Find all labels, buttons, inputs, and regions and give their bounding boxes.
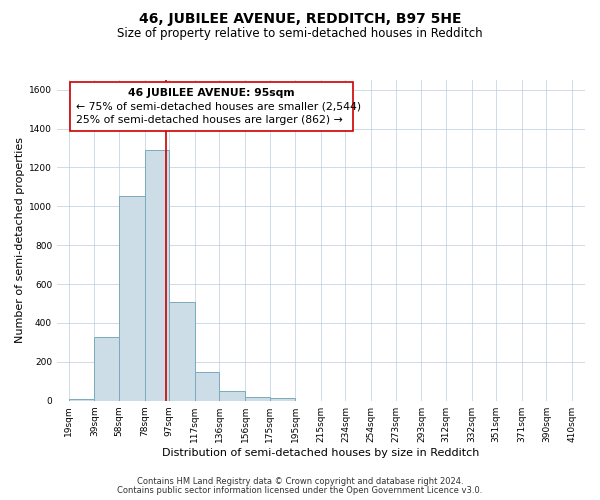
Bar [145,150,169,401]
Bar [269,398,295,400]
FancyBboxPatch shape [70,82,353,130]
Text: Contains HM Land Registry data © Crown copyright and database right 2024.: Contains HM Land Registry data © Crown c… [137,477,463,486]
Text: Size of property relative to semi-detached houses in Redditch: Size of property relative to semi-detach… [117,28,483,40]
Text: ← 75% of semi-detached houses are smaller (2,544): ← 75% of semi-detached houses are smalle… [76,101,361,111]
Text: 46, JUBILEE AVENUE, REDDITCH, B97 5HE: 46, JUBILEE AVENUE, REDDITCH, B97 5HE [139,12,461,26]
X-axis label: Distribution of semi-detached houses by size in Redditch: Distribution of semi-detached houses by … [163,448,480,458]
Bar [219,391,245,400]
Y-axis label: Number of semi-detached properties: Number of semi-detached properties [15,138,25,344]
Bar [245,397,269,400]
Bar [68,399,94,400]
Bar [119,196,145,400]
Bar [94,336,119,400]
Bar [169,302,195,400]
Text: Contains public sector information licensed under the Open Government Licence v3: Contains public sector information licen… [118,486,482,495]
Bar [195,372,219,400]
Text: 46 JUBILEE AVENUE: 95sqm: 46 JUBILEE AVENUE: 95sqm [128,88,295,98]
Text: 25% of semi-detached houses are larger (862) →: 25% of semi-detached houses are larger (… [76,115,343,125]
